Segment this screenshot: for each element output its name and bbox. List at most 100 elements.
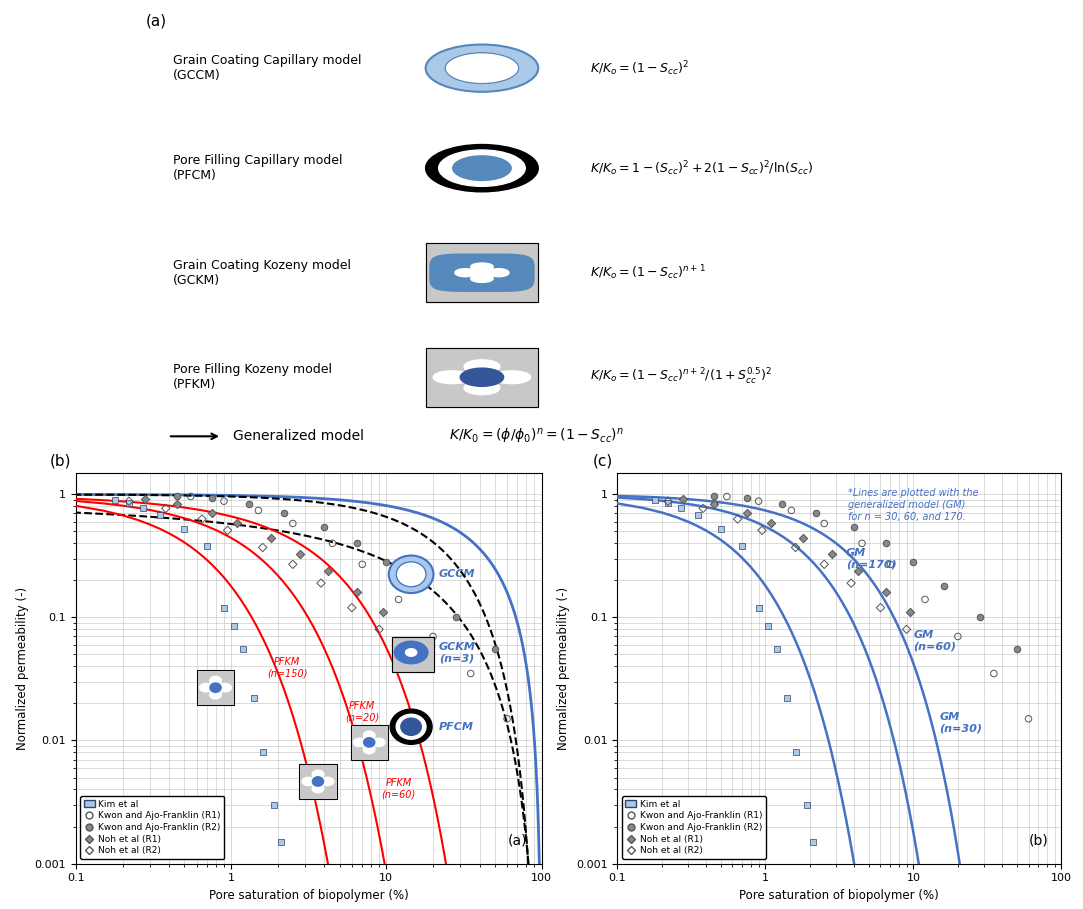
Point — [1008, 642, 1026, 656]
Point — [265, 797, 283, 812]
Point — [447, 610, 465, 624]
Circle shape — [460, 368, 504, 386]
Point — [136, 492, 154, 506]
Point — [660, 494, 677, 508]
Polygon shape — [430, 255, 534, 291]
Point — [749, 601, 767, 615]
Point — [846, 520, 863, 534]
Text: Pore Filling Capillary model
(PFCM): Pore Filling Capillary model (PFCM) — [173, 155, 343, 182]
Point — [823, 546, 840, 561]
Circle shape — [439, 150, 525, 186]
Point — [198, 539, 216, 554]
Point — [660, 495, 677, 510]
Text: Grain Coating Capillary model
(GCCM): Grain Coating Capillary model (GCCM) — [173, 55, 362, 82]
Text: (a): (a) — [508, 834, 527, 848]
Point — [229, 515, 246, 530]
Point — [877, 536, 895, 551]
Point — [675, 492, 692, 506]
Point — [486, 642, 504, 656]
Circle shape — [401, 718, 421, 735]
Point — [689, 508, 706, 523]
Bar — [426, 348, 538, 407]
Bar — [426, 243, 538, 302]
Point — [374, 605, 391, 620]
Point — [733, 539, 751, 554]
Point — [284, 516, 301, 531]
Circle shape — [312, 777, 324, 786]
Y-axis label: Normalized permeability (-): Normalized permeability (-) — [558, 586, 571, 750]
Bar — [197, 671, 234, 704]
Point — [235, 642, 252, 656]
Point — [798, 797, 815, 812]
Point — [225, 619, 243, 634]
Point — [762, 515, 780, 530]
Circle shape — [453, 156, 511, 180]
Legend: Kim et al, Kwon and Ajo-Franklin (R1), Kwon and Ajo-Franklin (R2), Noh et al (R1: Kim et al, Kwon and Ajo-Franklin (R1), K… — [80, 796, 224, 859]
Text: (b): (b) — [50, 454, 71, 469]
Circle shape — [445, 53, 519, 84]
Point — [425, 629, 442, 644]
Point — [353, 557, 370, 572]
Point — [898, 622, 915, 636]
Point — [795, 531, 812, 545]
Point — [877, 585, 895, 600]
Polygon shape — [405, 649, 417, 656]
Point — [324, 536, 341, 551]
Bar — [299, 764, 337, 799]
Text: (c): (c) — [592, 454, 613, 469]
Text: PFCM: PFCM — [439, 722, 474, 732]
Point — [935, 579, 952, 594]
Point — [275, 506, 292, 521]
Circle shape — [389, 555, 433, 593]
Polygon shape — [353, 731, 386, 754]
Point — [673, 500, 690, 514]
Point — [805, 834, 822, 849]
Point — [815, 516, 833, 531]
Point — [986, 666, 1003, 681]
Point — [194, 512, 211, 526]
Point — [216, 601, 233, 615]
Point — [779, 691, 796, 705]
Point — [343, 601, 361, 615]
Bar — [351, 725, 388, 760]
Point — [949, 629, 966, 644]
Point — [175, 522, 193, 536]
Point — [705, 497, 722, 512]
Point — [250, 504, 268, 518]
Point — [240, 496, 258, 511]
Polygon shape — [433, 360, 531, 395]
Text: (a): (a) — [146, 14, 168, 29]
Point — [262, 531, 279, 545]
Point — [498, 712, 516, 726]
Point — [216, 494, 233, 508]
X-axis label: Pore saturation of biopolymer (%): Pore saturation of biopolymer (%) — [209, 889, 408, 902]
Point — [787, 540, 805, 554]
Bar — [392, 637, 434, 672]
Point — [349, 585, 366, 600]
Point — [718, 489, 735, 504]
Bar — [299, 764, 337, 799]
Point — [316, 520, 334, 534]
Text: Pore Filling Kozeny model
(PFKM): Pore Filling Kozeny model (PFKM) — [173, 364, 332, 391]
Text: PFKM
(n=150): PFKM (n=150) — [266, 656, 308, 678]
Point — [754, 523, 771, 537]
Text: GCCM: GCCM — [439, 569, 475, 579]
Text: Generalized model: Generalized model — [233, 429, 364, 444]
Point — [807, 506, 824, 521]
Text: $K/K_o = (1 - S_{cc})^{n+2}/(1 + S_{cc}^{0.5})^2$: $K/K_o = (1 - S_{cc})^{n+2}/(1 + S_{cc}^… — [590, 367, 772, 387]
Point — [245, 691, 262, 705]
Point — [768, 642, 785, 656]
Point — [370, 622, 388, 636]
Point — [169, 489, 186, 504]
Bar — [426, 243, 538, 302]
Text: $K/K_0 = (\phi/\phi_0)^n = (1-S_{cc})^n$: $K/K_0 = (\phi/\phi_0)^n = (1-S_{cc})^n$ — [449, 427, 624, 445]
Text: $K/K_o = (1 - S_{cc})^{n+1}$: $K/K_o = (1 - S_{cc})^{n+1}$ — [590, 264, 706, 282]
Point — [291, 546, 309, 561]
Point — [739, 491, 756, 505]
Circle shape — [426, 45, 538, 92]
Point — [739, 505, 756, 520]
Point — [787, 745, 805, 760]
Legend: Kim et al, Kwon and Ajo-Franklin (R1), Kwon and Ajo-Franklin (R2), Noh et al (R1: Kim et al, Kwon and Ajo-Franklin (R1), K… — [622, 796, 766, 859]
Point — [694, 501, 712, 515]
Point — [120, 494, 138, 508]
